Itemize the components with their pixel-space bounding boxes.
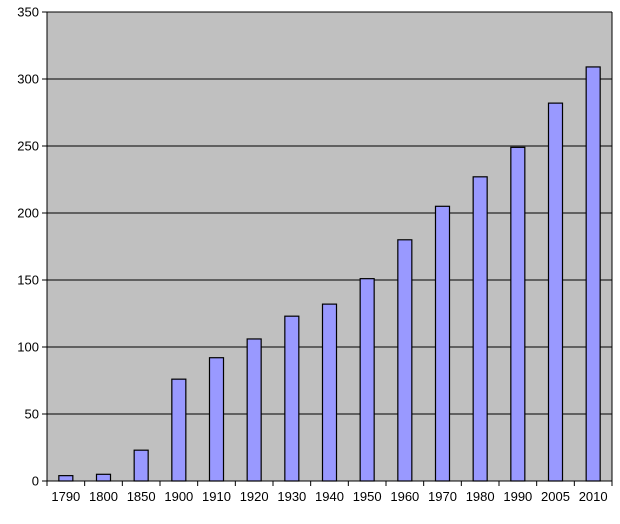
bar-2010: [585, 66, 601, 482]
y-tick-labels: 0 50 100 150 200 250 300 350: [17, 5, 39, 489]
bar-1940: [321, 303, 338, 482]
y-tick-label: 100: [17, 340, 39, 355]
x-tick-label: 1960: [390, 489, 419, 504]
x-tick-label: 1850: [127, 489, 156, 504]
bar-1950: [359, 278, 375, 482]
bars: [58, 66, 601, 482]
bar-1790: [58, 475, 74, 482]
bar-1900: [171, 378, 187, 482]
bar-1800: [95, 473, 112, 482]
bar-2005: [547, 102, 564, 482]
x-tick-label: 1940: [315, 489, 344, 504]
bar-1850: [133, 449, 149, 482]
y-tick-label: 50: [25, 407, 39, 422]
y-tick-label: 0: [32, 474, 39, 489]
y-tick-label: 350: [17, 5, 39, 20]
axes: [46, 12, 612, 482]
bar-1990: [510, 146, 526, 482]
x-tick-label: 1800: [89, 489, 118, 504]
x-tick-label: 1790: [51, 489, 80, 504]
x-tick-label: 1900: [164, 489, 193, 504]
x-tick-label: 1920: [240, 489, 269, 504]
y-tick-label: 200: [17, 206, 39, 221]
x-tick-label: 1980: [466, 489, 495, 504]
x-tick-label: 1950: [353, 489, 382, 504]
bar-1980: [472, 176, 488, 482]
bar-1970: [434, 205, 451, 482]
bar-1930: [284, 315, 300, 482]
bar-1910: [208, 357, 225, 482]
x-tick-label: 1970: [428, 489, 457, 504]
x-tick-label: 2010: [579, 489, 608, 504]
x-tick-label: 2005: [541, 489, 570, 504]
y-tick-label: 300: [17, 72, 39, 87]
bar-1920: [246, 338, 262, 482]
bar-1960: [397, 239, 413, 482]
y-tick-label: 150: [17, 273, 39, 288]
x-tick-label: 1990: [503, 489, 532, 504]
x-tick-label: 1930: [277, 489, 306, 504]
x-tick-label: 1910: [202, 489, 231, 504]
x-tick-labels: 1790 1800 1850 1900 1910 1920 1930 1940 1950 1960…: [51, 489, 607, 504]
y-tick-label: 250: [17, 139, 39, 154]
